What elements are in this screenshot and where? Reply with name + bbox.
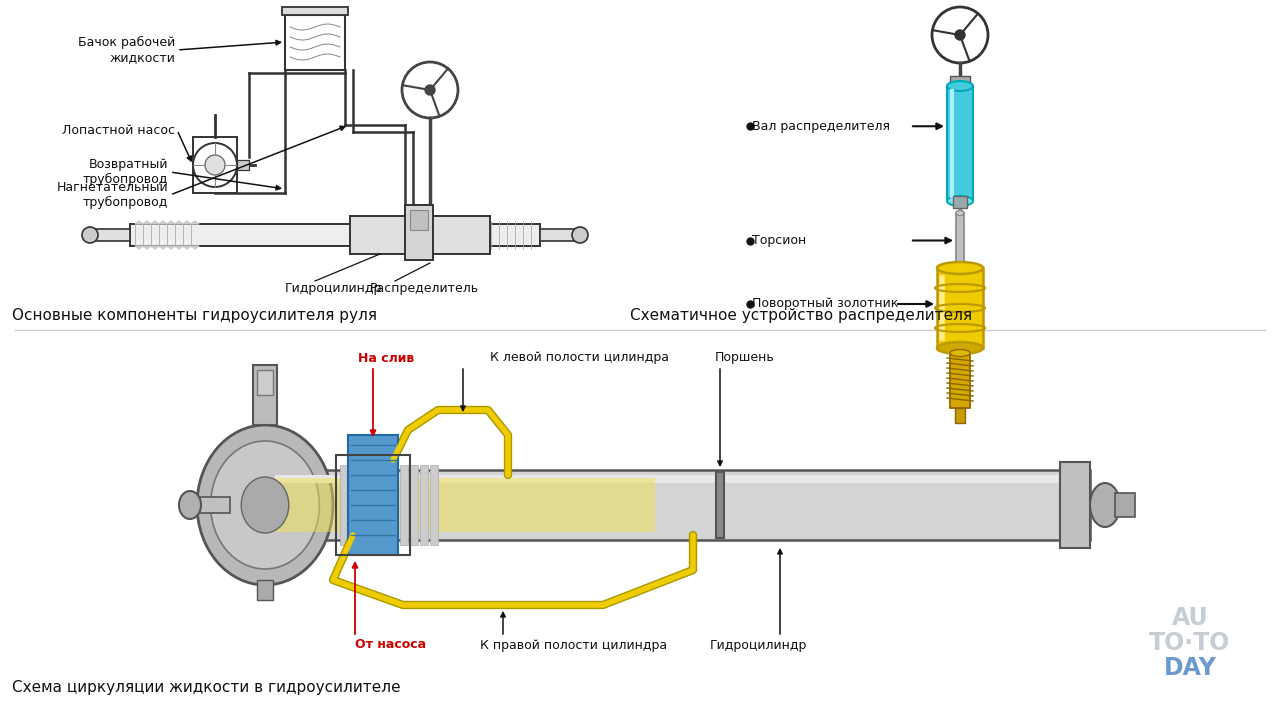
Ellipse shape (197, 425, 333, 585)
Bar (237, 160, 250, 170)
Circle shape (193, 143, 237, 187)
Polygon shape (151, 221, 159, 224)
Text: К правой полости цилиндра: К правой полости цилиндра (480, 639, 667, 652)
Text: К левой полости цилиндра: К левой полости цилиндра (490, 351, 669, 364)
Bar (200, 497, 230, 513)
Ellipse shape (956, 266, 964, 271)
Polygon shape (134, 221, 143, 224)
Circle shape (932, 7, 988, 63)
Bar (253, 365, 276, 425)
Bar (955, 408, 965, 423)
Bar (399, 465, 408, 545)
Polygon shape (166, 246, 175, 249)
Circle shape (425, 85, 435, 95)
Ellipse shape (937, 342, 983, 354)
Bar (340, 465, 348, 545)
Bar (956, 213, 964, 268)
Bar (410, 210, 428, 230)
Ellipse shape (956, 210, 964, 215)
Ellipse shape (179, 491, 201, 519)
Polygon shape (166, 221, 175, 224)
Text: Нагнетательный
трубопровод: Нагнетательный трубопровод (56, 181, 168, 209)
Text: Поворотный золотник: Поворотный золотник (753, 297, 899, 310)
Ellipse shape (937, 262, 983, 274)
Bar (716, 472, 724, 538)
Bar (420, 465, 428, 545)
Text: Схема циркуляции жидкости в гидроусилителе: Схема циркуляции жидкости в гидроусилите… (12, 680, 401, 695)
Bar (348, 435, 398, 555)
Circle shape (402, 62, 458, 118)
Circle shape (82, 227, 99, 243)
Bar (954, 196, 966, 208)
Bar (410, 465, 419, 545)
Ellipse shape (1091, 483, 1120, 527)
Text: Поршень: Поршень (716, 351, 774, 364)
Text: Гидроцилиндр: Гидроцилиндр (285, 282, 383, 295)
Bar (380, 465, 388, 545)
Text: На слив: На слив (358, 351, 415, 364)
Text: Гидроцилиндр: Гидроцилиндр (710, 639, 808, 652)
Circle shape (955, 30, 965, 40)
Bar (540, 229, 575, 241)
Circle shape (205, 155, 225, 175)
Bar (275, 475, 1085, 483)
Ellipse shape (950, 349, 970, 356)
Bar (370, 465, 378, 545)
Polygon shape (159, 221, 166, 224)
Bar (257, 370, 273, 395)
Polygon shape (151, 246, 159, 249)
Text: AU: AU (1171, 606, 1208, 630)
Bar (349, 465, 358, 545)
Bar (257, 580, 273, 600)
Text: Лопастной насос: Лопастной насос (61, 124, 175, 137)
Bar (335, 455, 410, 555)
Polygon shape (191, 246, 198, 249)
Bar (1060, 462, 1091, 548)
Bar (1115, 493, 1135, 517)
Polygon shape (175, 221, 183, 224)
Polygon shape (134, 246, 143, 249)
Bar (390, 465, 398, 545)
Bar (275, 478, 655, 532)
Bar (360, 465, 369, 545)
Bar (193, 137, 237, 193)
Text: Бачок рабочей
жидкости: Бачок рабочей жидкости (78, 36, 175, 64)
Text: Распределитель: Распределитель (370, 282, 479, 295)
Ellipse shape (947, 81, 973, 91)
Polygon shape (183, 246, 191, 249)
Polygon shape (191, 221, 198, 224)
Ellipse shape (211, 441, 320, 569)
Polygon shape (143, 246, 151, 249)
Polygon shape (159, 246, 166, 249)
Text: Основные компоненты гидроусилителя руля: Основные компоненты гидроусилителя руля (12, 308, 378, 323)
Text: Торсион: Торсион (753, 234, 806, 247)
Text: DAY: DAY (1164, 656, 1216, 680)
Bar (349, 216, 490, 254)
Polygon shape (183, 221, 191, 224)
Text: Схематичное устройство распределителя: Схематичное устройство распределителя (630, 308, 972, 323)
Bar (131, 224, 540, 246)
Bar (950, 76, 970, 86)
Polygon shape (175, 246, 183, 249)
Bar (282, 7, 348, 15)
Bar (404, 205, 433, 260)
Ellipse shape (241, 477, 289, 533)
Polygon shape (143, 221, 151, 224)
Text: Вал распределителя: Вал распределителя (753, 120, 890, 132)
Ellipse shape (947, 196, 973, 206)
Bar (95, 229, 131, 241)
Circle shape (572, 227, 588, 243)
Bar (950, 353, 970, 408)
Bar (430, 465, 438, 545)
Bar (270, 470, 1091, 540)
Text: От насоса: От насоса (355, 639, 426, 652)
Bar (285, 15, 346, 70)
Text: TO·TO: TO·TO (1149, 631, 1230, 655)
Bar (937, 268, 983, 348)
Text: Возвратный
трубопровод: Возвратный трубопровод (83, 158, 168, 186)
Bar (947, 86, 973, 201)
